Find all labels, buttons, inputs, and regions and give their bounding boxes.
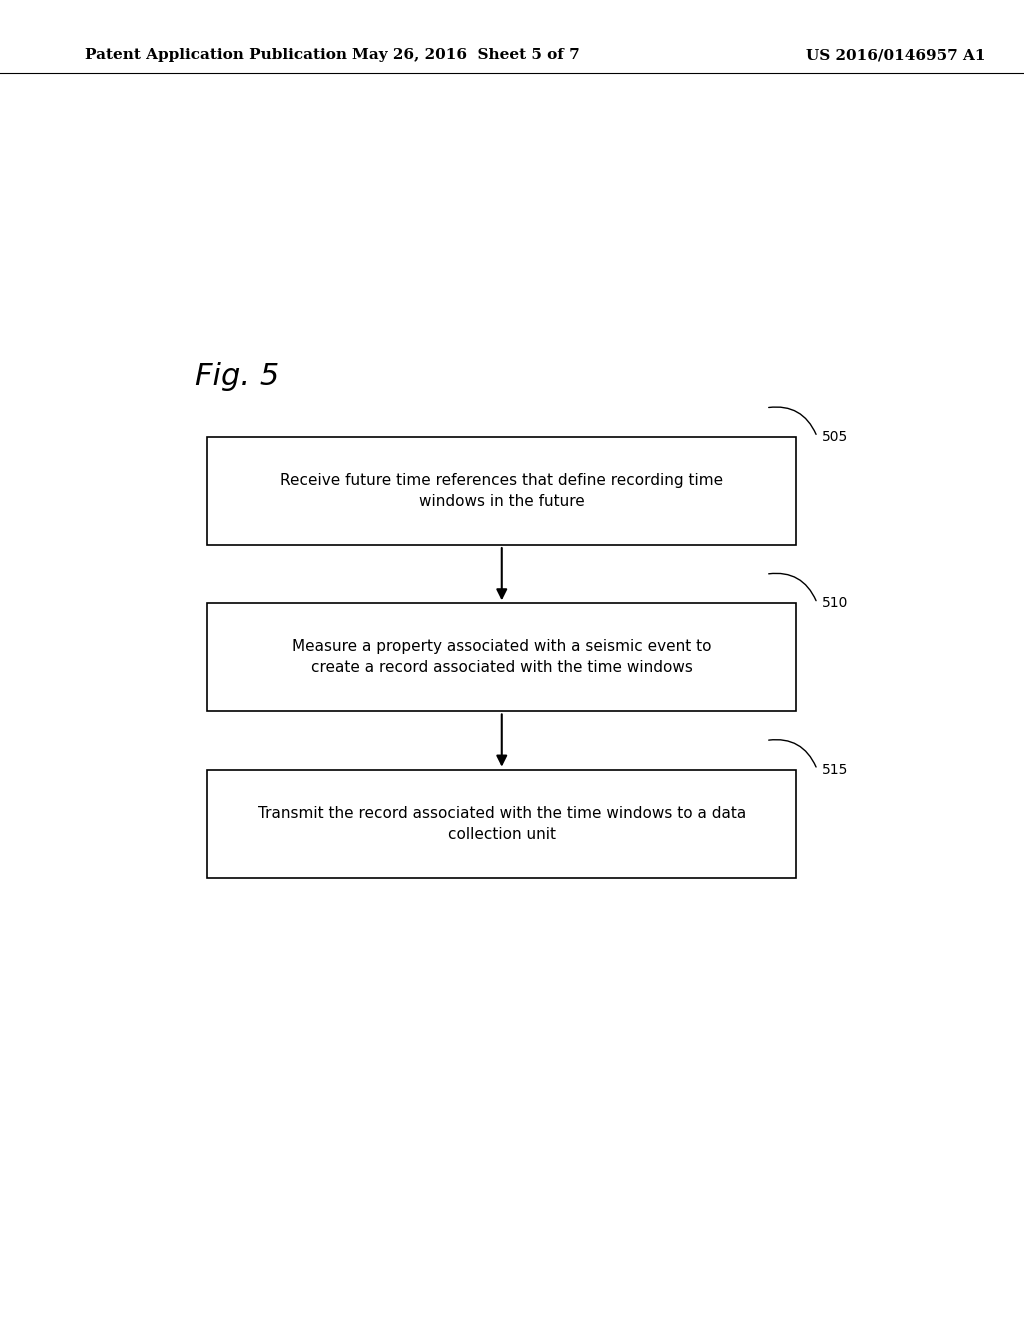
FancyBboxPatch shape <box>207 437 797 545</box>
Text: 510: 510 <box>822 597 849 610</box>
FancyBboxPatch shape <box>207 770 797 878</box>
Text: Transmit the record associated with the time windows to a data
collection unit: Transmit the record associated with the … <box>258 805 745 842</box>
Text: 515: 515 <box>822 763 849 776</box>
Text: Patent Application Publication: Patent Application Publication <box>85 49 347 62</box>
Text: 505: 505 <box>822 430 849 444</box>
FancyBboxPatch shape <box>207 603 797 711</box>
Text: Fig. 5: Fig. 5 <box>195 362 279 391</box>
Text: Measure a property associated with a seismic event to
create a record associated: Measure a property associated with a sei… <box>292 639 712 676</box>
Text: Receive future time references that define recording time
windows in the future: Receive future time references that defi… <box>281 473 723 510</box>
Text: May 26, 2016  Sheet 5 of 7: May 26, 2016 Sheet 5 of 7 <box>352 49 580 62</box>
Text: US 2016/0146957 A1: US 2016/0146957 A1 <box>806 49 986 62</box>
